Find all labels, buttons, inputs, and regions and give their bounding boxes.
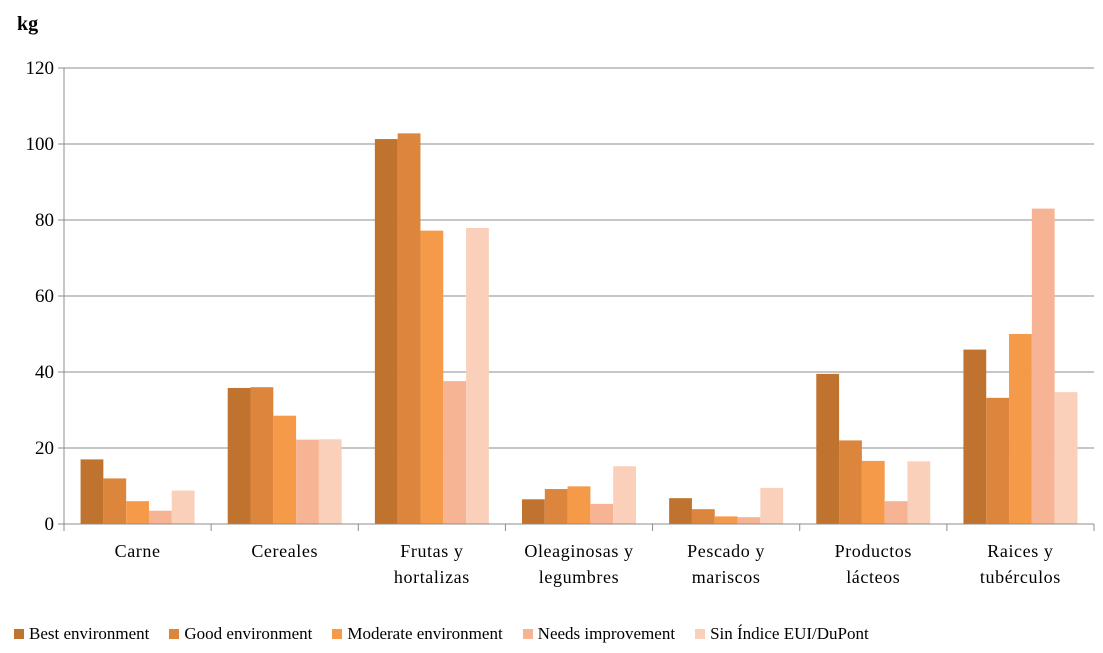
bar-chart: kg 0 20 40 60 80 100 120 Carne Cereales Frutas y… — [17, 13, 1095, 587]
legend-item: Needs improvement — [522, 624, 676, 644]
legend-label: Sin Índice EUI/DuPont — [710, 624, 869, 643]
y-tick-label: 120 — [26, 58, 55, 79]
legend-label: Moderate environment — [347, 624, 503, 643]
bar — [522, 499, 545, 524]
x-tick-label: Carne — [115, 541, 161, 561]
y-tick-label: 40 — [35, 362, 54, 383]
x-tick-label: Pescado y — [687, 541, 765, 561]
bar — [714, 516, 738, 524]
bar — [420, 230, 444, 524]
bar — [691, 509, 715, 524]
gridlines — [64, 67, 1094, 449]
bar — [590, 503, 614, 524]
bar — [171, 490, 195, 524]
bar — [1031, 208, 1055, 524]
legend-swatch — [14, 629, 24, 639]
legend-item: Best environment — [14, 624, 149, 644]
legend-item: Good environment — [169, 624, 312, 644]
bar — [126, 501, 149, 524]
bar — [466, 227, 489, 525]
bar — [80, 459, 104, 524]
bar — [103, 478, 127, 524]
y-tick-label: 100 — [26, 134, 55, 155]
bar — [227, 387, 251, 524]
legend-swatch — [169, 629, 180, 639]
legend-label: Best environment — [29, 624, 150, 643]
bar — [884, 501, 908, 524]
y-tick-label: 80 — [35, 210, 54, 231]
x-tick-label: Frutas y — [400, 541, 463, 561]
y-axis-ticks: 0 20 40 60 80 100 120 — [26, 58, 64, 535]
bar — [963, 349, 987, 524]
x-tick-label: Productos — [835, 541, 912, 561]
bar — [544, 489, 568, 524]
bar — [273, 415, 297, 524]
bar — [148, 510, 172, 524]
x-tick-label: legumbres — [539, 567, 619, 587]
x-tick-label: hortalizas — [394, 567, 470, 587]
bar — [816, 373, 840, 524]
x-tick-label: tubérculos — [980, 567, 1061, 587]
legend-item: Moderate environment — [332, 624, 503, 644]
bar — [1054, 392, 1078, 524]
bar — [443, 381, 467, 524]
x-tick-label: mariscos — [692, 567, 761, 587]
bar — [1009, 334, 1032, 524]
bar — [567, 486, 591, 524]
bar — [737, 517, 761, 524]
bar — [986, 397, 1010, 524]
bar — [613, 466, 636, 524]
legend-swatch — [332, 629, 343, 639]
bar — [861, 460, 885, 524]
bar — [839, 440, 862, 524]
x-tick-label: Raices y — [987, 541, 1053, 561]
bar — [374, 139, 398, 524]
legend-swatch — [522, 629, 533, 639]
legend-swatch — [695, 629, 706, 639]
x-tick-label: lácteos — [846, 567, 900, 587]
bars — [80, 133, 1078, 525]
bar — [907, 461, 931, 524]
legend-label: Good environment — [184, 624, 313, 643]
bar — [318, 439, 342, 524]
x-axis — [63, 68, 1095, 531]
legend-item: Sin Índice EUI/DuPont — [695, 624, 869, 644]
bar — [296, 439, 319, 524]
x-tick-label: Cereales — [251, 541, 318, 561]
y-tick-label: 0 — [45, 514, 55, 535]
legend: Best environment Good environment Moderate… — [14, 624, 869, 644]
bar — [397, 133, 421, 525]
y-tick-label: 60 — [35, 286, 54, 307]
y-unit-label: kg — [17, 13, 38, 35]
y-tick-label: 20 — [35, 438, 54, 459]
x-tick-label: Oleaginosas y — [524, 541, 633, 561]
bar — [669, 498, 692, 524]
x-axis-labels: Carne Cereales Frutas y hortalizas Oleaginos… — [115, 541, 1061, 587]
bar — [760, 487, 784, 524]
legend-label: Needs improvement — [537, 624, 676, 643]
bar — [250, 387, 274, 524]
